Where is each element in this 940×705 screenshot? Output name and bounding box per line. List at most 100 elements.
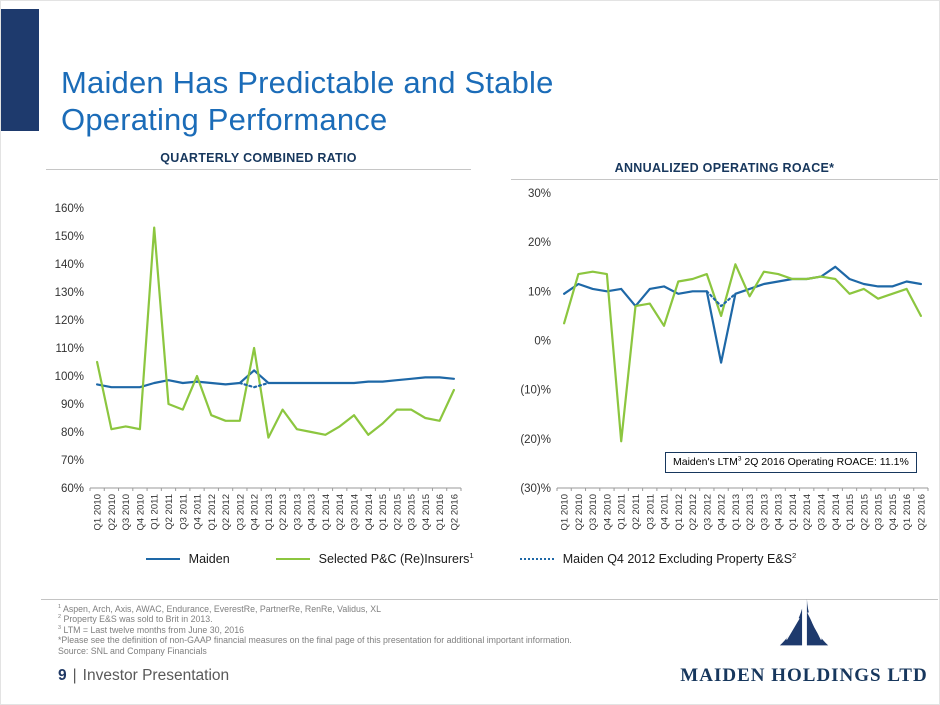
peers-line-swatch	[275, 558, 310, 560]
x-tick-label: Q2 2010	[574, 494, 585, 530]
y-tick-label: 20%	[528, 237, 551, 249]
x-tick-label: Q3 2014	[816, 494, 827, 530]
dotted-line-swatch	[519, 558, 554, 560]
footer-label: Investor Presentation	[82, 667, 230, 684]
y-tick-label: 80%	[61, 427, 84, 439]
x-tick-label: Q4 2013	[774, 494, 785, 530]
x-tick-label: Q2 2011	[164, 494, 175, 530]
footer-divider-line	[41, 599, 938, 600]
x-tick-label: Q4 2014	[831, 494, 842, 530]
sailboat-logo-icon	[779, 598, 829, 646]
roace-title-rule	[511, 179, 938, 180]
roace-chart: (30)% (20)% (10)% 0% 10% 20% 30% Q1 2010 Q2 2010…	[520, 188, 929, 530]
page-footer: 9 | Investor Presentation	[58, 667, 229, 685]
combined-ratio-chart-title: QUARTERLY COMBINED RATIO	[160, 151, 357, 165]
corner-accent-bar	[1, 9, 39, 131]
y-tick-label: 0%	[534, 336, 551, 348]
footnotes-block: 1 Aspen, Arch, Axis, AWAC, Endurance, Ev…	[58, 604, 572, 656]
series-line-0	[563, 265, 922, 364]
series-line-1	[96, 226, 455, 439]
y-tick-label: 90%	[61, 399, 84, 411]
combined-ratio-chart: 60% 70% 80% 90% 100% 110% 120% 130% 140% 150% 160%…	[55, 203, 462, 530]
y-tick-label: 10%	[528, 286, 551, 298]
callout-sup: 3	[737, 455, 742, 463]
x-tick-label: Q1 2015	[378, 494, 389, 530]
y-tick-label: 140%	[55, 259, 84, 271]
y-tick-label: 160%	[55, 203, 84, 215]
legend-label-peers: Selected P&C (Re)Insurers1	[318, 550, 474, 566]
x-tick-label: Q1 2013	[731, 494, 742, 530]
series-line-0	[96, 369, 455, 389]
x-tick-label: Q2 2013	[745, 494, 756, 530]
footnote-line: *Please see the definition of non-GAAP f…	[58, 635, 572, 646]
x-tick-label: Q1 2012	[207, 494, 218, 530]
x-tick-label: Q3 2013	[292, 494, 303, 530]
y-tick-label: 100%	[55, 371, 84, 383]
page-title: Maiden Has Predictable and Stable Operat…	[61, 64, 554, 137]
series-line-2	[238, 381, 270, 389]
series-line-1	[563, 263, 922, 443]
x-tick-label: Q4 2015	[421, 494, 432, 530]
legend-item-excl-es: Maiden Q4 2012 Excluding Property E&S2	[519, 550, 797, 566]
legend-label-maiden: Maiden	[188, 552, 230, 566]
x-tick-label: Q3 2010	[588, 494, 599, 530]
x-tick-label: Q4 2010	[602, 494, 613, 530]
combined-ratio-chart-area: 60% 70% 80% 90% 100% 110% 120% 130% 140% 150% 160%…	[44, 192, 471, 554]
x-tick-label: Q2 2011	[631, 494, 642, 530]
x-tick-label: Q2 2016	[916, 494, 927, 530]
x-tick-label: Q1 2010	[560, 494, 571, 530]
page-number: 9	[58, 667, 67, 684]
x-tick-label: Q4 2014	[364, 494, 375, 530]
x-tick-label: Q3 2012	[235, 494, 246, 530]
roace-chart-area: (30)% (20)% (10)% 0% 10% 20% 30% Q1 2010 Q2 2010…	[511, 177, 938, 554]
y-tick-label: 130%	[55, 287, 84, 299]
y-tick-label: 60%	[61, 483, 84, 495]
callout-text: Maiden's LTM	[673, 456, 738, 468]
x-tick-label: Q3 2015	[407, 494, 418, 530]
legend-label-excl-es: Maiden Q4 2012 Excluding Property E&S2	[562, 550, 797, 566]
x-tick-label: Q2 2014	[335, 494, 346, 530]
x-tick-label: Q3 2010	[121, 494, 132, 530]
x-tick-label: Q3 2011	[178, 494, 189, 530]
series-line-2	[705, 290, 737, 308]
x-tick-label: Q1 2010	[93, 494, 104, 530]
x-tick-label: Q4 2011	[660, 494, 671, 530]
y-tick-label: 70%	[61, 455, 84, 467]
company-logo: MAIDEN HOLDINGS LTD	[671, 597, 937, 687]
legend-item-peers: Selected P&C (Re)Insurers1	[275, 550, 474, 566]
x-tick-label: Q1 2014	[788, 494, 799, 530]
x-tick-label: Q4 2015	[888, 494, 899, 530]
x-tick-label: Q4 2013	[307, 494, 318, 530]
footnote-line: 1 Aspen, Arch, Axis, AWAC, Endurance, Ev…	[58, 604, 381, 614]
x-tick-label: Q2 2013	[278, 494, 289, 530]
roace-callout-box: Maiden's LTM3 2Q 2016 Operating ROACE: 1…	[665, 452, 917, 473]
x-tick-label: Q4 2010	[135, 494, 146, 530]
x-tick-label: Q1 2013	[264, 494, 275, 530]
y-tick-label: 30%	[528, 188, 551, 200]
x-tick-label: Q1 2011	[150, 494, 161, 530]
y-tick-label: 110%	[55, 343, 84, 355]
x-tick-label: Q2 2015	[859, 494, 870, 530]
x-tick-label: Q1 2014	[321, 494, 332, 530]
roace-chart-title: ANNUALIZED OPERATING ROACE*	[614, 161, 835, 175]
logo-text: MAIDEN HOLDINGS LTD	[680, 665, 928, 686]
x-tick-label: Q2 2012	[688, 494, 699, 530]
x-tick-label: Q1 2012	[674, 494, 685, 530]
footnote-line: Source: SNL and Company Financials	[58, 645, 207, 656]
x-tick-label: Q3 2012	[702, 494, 713, 530]
x-tick-label: Q1 2015	[845, 494, 856, 530]
callout-text-suffix: 2Q 2016 Operating ROACE: 11.1%	[741, 456, 909, 468]
y-tick-label: 150%	[55, 231, 84, 243]
x-tick-label: Q4 2012	[717, 494, 728, 530]
combined-ratio-title-rule	[46, 169, 471, 170]
x-tick-label: Q4 2012	[250, 494, 261, 530]
x-tick-label: Q1 2011	[617, 494, 628, 530]
footnote-line: 3 LTM = Last twelve months from June 30,…	[58, 624, 244, 635]
x-tick-label: Q1 2016	[902, 494, 913, 530]
x-tick-label: Q2 2014	[802, 494, 813, 530]
x-tick-label: Q2 2016	[449, 494, 460, 530]
x-tick-label: Q2 2015	[392, 494, 403, 530]
chart-legend: Maiden Selected P&C (Re)Insurers1 Maiden…	[1, 550, 939, 566]
y-tick-label: (10)%	[520, 385, 551, 397]
x-tick-label: Q4 2011	[193, 494, 204, 530]
